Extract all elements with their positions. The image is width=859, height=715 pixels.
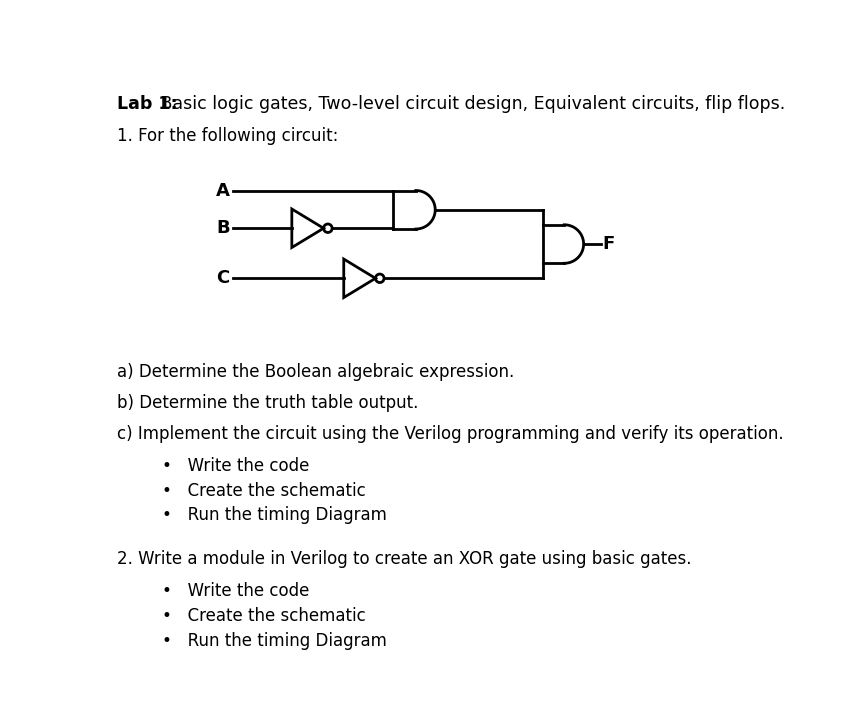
Text: Basic logic gates, Two-level circuit design, Equivalent circuits, flip flops.: Basic logic gates, Two-level circuit des…: [155, 95, 785, 113]
Text: B: B: [216, 220, 230, 237]
Text: Lab 1:: Lab 1:: [118, 95, 178, 113]
Text: C: C: [216, 270, 230, 287]
Text: •   Create the schematic: • Create the schematic: [161, 482, 365, 500]
Text: •   Run the timing Diagram: • Run the timing Diagram: [161, 506, 387, 524]
Text: •   Create the schematic: • Create the schematic: [161, 607, 365, 625]
Text: •   Write the code: • Write the code: [161, 583, 309, 601]
Text: A: A: [216, 182, 230, 200]
Text: 1. For the following circuit:: 1. For the following circuit:: [118, 127, 338, 144]
Text: 2. Write a module in Verilog to create an XOR gate using basic gates.: 2. Write a module in Verilog to create a…: [118, 550, 692, 568]
Text: a) Determine the Boolean algebraic expression.: a) Determine the Boolean algebraic expre…: [118, 363, 515, 381]
Text: •   Run the timing Diagram: • Run the timing Diagram: [161, 632, 387, 650]
Text: c) Implement the circuit using the Verilog programming and verify its operation.: c) Implement the circuit using the Veril…: [118, 425, 784, 443]
Text: F: F: [602, 235, 614, 253]
Text: b) Determine the truth table output.: b) Determine the truth table output.: [118, 394, 419, 412]
Text: •   Write the code: • Write the code: [161, 457, 309, 475]
